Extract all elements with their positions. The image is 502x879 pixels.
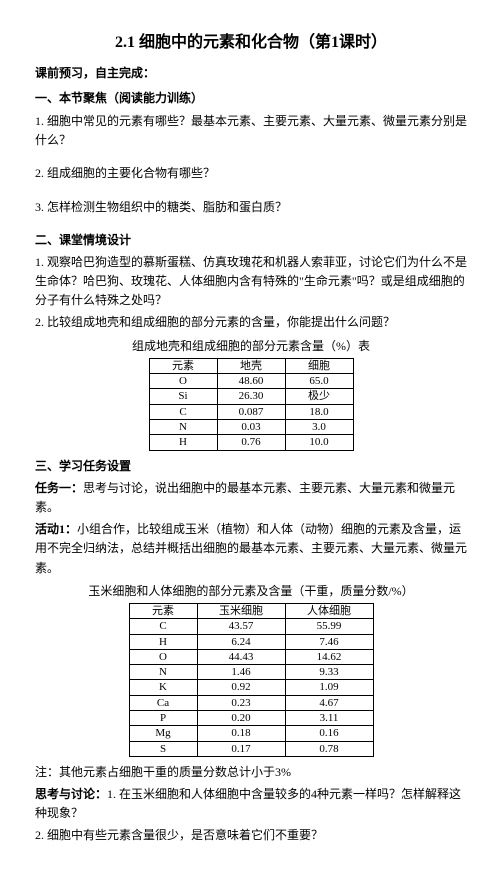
task1-text: 思考与讨论，说出细胞中的最基本元素、主要元素、大量元素和微量元素。 — [35, 481, 455, 514]
table-header: 细胞 — [285, 358, 353, 373]
discuss2: 2. 细胞中有些元素含量很少，是否意味着它们不重要？ — [35, 826, 467, 845]
table-cell: 1.09 — [285, 680, 373, 695]
table-cell: 0.18 — [197, 726, 285, 741]
table-cell: 26.30 — [217, 389, 285, 404]
activity1-text: 小组合作，比较组成玉米（植物）和人体（动物）细胞的元素及含量，运用不完全归纳法，… — [35, 522, 467, 574]
table-row: Ca0.234.67 — [129, 695, 373, 710]
question-3: 3. 怎样检测生物组织中的糖类、脂肪和蛋白质？ — [35, 198, 467, 217]
table-row: H6.247.46 — [129, 634, 373, 649]
discuss-label: 思考与讨论： — [35, 787, 107, 801]
table-cell: 48.60 — [217, 374, 285, 389]
table-cell: 0.16 — [285, 726, 373, 741]
preclass-head: 课前预习，自主完成： — [35, 64, 467, 83]
table-header: 地壳 — [217, 358, 285, 373]
table-cell: 18.0 — [285, 404, 353, 419]
table-cell: 0.23 — [197, 695, 285, 710]
table-cell: P — [129, 711, 197, 726]
table-cell: C — [129, 619, 197, 634]
table-cell: 0.20 — [197, 711, 285, 726]
table-cell: N — [149, 420, 217, 435]
table-row: C43.5755.99 — [129, 619, 373, 634]
table-row: H0.7610.0 — [149, 435, 353, 450]
table1-caption: 组成地壳和组成细胞的部分元素含量（%）表 — [35, 337, 467, 356]
table-cell: Si — [149, 389, 217, 404]
table-cell: 7.46 — [285, 634, 373, 649]
table-cell: 0.76 — [217, 435, 285, 450]
table-cell: 3.0 — [285, 420, 353, 435]
table-cell: 0.03 — [217, 420, 285, 435]
activity1: 活动1：小组合作，比较组成玉米（植物）和人体（动物）细胞的元素及含量，运用不完全… — [35, 520, 467, 578]
question-2: 2. 组成细胞的主要化合物有哪些？ — [35, 164, 467, 183]
table-row: O48.6065.0 — [149, 374, 353, 389]
discuss1: 思考与讨论：1. 在玉米细胞和人体细胞中含量较多的4种元素一样吗？怎样解释这种现… — [35, 785, 467, 823]
table-row: S0.170.78 — [129, 741, 373, 756]
section2-head: 二、课堂情境设计 — [35, 231, 467, 250]
table-header: 元素 — [129, 603, 197, 618]
table-cell: 14.62 — [285, 649, 373, 664]
table-cell: 9.33 — [285, 665, 373, 680]
table-cell: 43.57 — [197, 619, 285, 634]
table-row: K0.921.09 — [129, 680, 373, 695]
table-cell: Mg — [129, 726, 197, 741]
table-row: O44.4314.62 — [129, 649, 373, 664]
table-cell: 1.46 — [197, 665, 285, 680]
s2-item2: 2. 比较组成地壳和组成细胞的部分元素的含量，你能提出什么问题？ — [35, 313, 467, 332]
table-cell: 65.0 — [285, 374, 353, 389]
table-cell: O — [149, 374, 217, 389]
table-row: P0.203.11 — [129, 711, 373, 726]
table-cell: 55.99 — [285, 619, 373, 634]
table-cell: 10.0 — [285, 435, 353, 450]
table-cell: 0.92 — [197, 680, 285, 695]
table-cell: H — [149, 435, 217, 450]
task1: 任务一：思考与讨论，说出细胞中的最基本元素、主要元素、大量元素和微量元素。 — [35, 479, 467, 517]
table-cell: 44.43 — [197, 649, 285, 664]
table-cell: 3.11 — [285, 711, 373, 726]
table-cell: S — [129, 741, 197, 756]
table-row: Si26.30极少 — [149, 389, 353, 404]
table-row: C0.08718.0 — [149, 404, 353, 419]
task1-label: 任务一： — [35, 481, 83, 495]
table-cell: K — [129, 680, 197, 695]
table2-caption: 玉米细胞和人体细胞的部分元素及含量（干重，质量分数/%） — [35, 582, 467, 601]
table2: 元素玉米细胞人体细胞C43.5755.99H6.247.46O44.4314.6… — [129, 603, 374, 757]
table-header: 人体细胞 — [285, 603, 373, 618]
table-header: 玉米细胞 — [197, 603, 285, 618]
table1: 元素地壳细胞O48.6065.0Si26.30极少C0.08718.0N0.03… — [149, 358, 354, 451]
table-cell: N — [129, 665, 197, 680]
table-row: Mg0.180.16 — [129, 726, 373, 741]
table-cell: 4.67 — [285, 695, 373, 710]
table-cell: O — [129, 649, 197, 664]
table-row: N1.469.33 — [129, 665, 373, 680]
page-title: 2.1 细胞中的元素和化合物（第1课时） — [35, 30, 467, 56]
table2-note: 注：其他元素占细胞干重的质量分数总计小于3% — [35, 763, 467, 782]
table-cell: Ca — [129, 695, 197, 710]
section1-head: 一、本节聚焦（阅读能力训练） — [35, 89, 467, 108]
section3-head: 三、学习任务设置 — [35, 457, 467, 476]
table-cell: 极少 — [285, 389, 353, 404]
table-cell: 6.24 — [197, 634, 285, 649]
table-header: 元素 — [149, 358, 217, 373]
question-1: 1. 细胞中常见的元素有哪些？最基本元素、主要元素、大量元素、微量元素分别是什么… — [35, 112, 467, 150]
table-cell: 0.17 — [197, 741, 285, 756]
activity1-label: 活动1： — [35, 522, 77, 536]
s2-item1: 1. 观察哈巴狗造型的慕斯蛋糕、仿真玫瑰花和机器人索菲亚，讨论它们为什么不是生命… — [35, 253, 467, 311]
table-row: N0.033.0 — [149, 420, 353, 435]
table-cell: H — [129, 634, 197, 649]
table-cell: C — [149, 404, 217, 419]
table-cell: 0.087 — [217, 404, 285, 419]
table-cell: 0.78 — [285, 741, 373, 756]
